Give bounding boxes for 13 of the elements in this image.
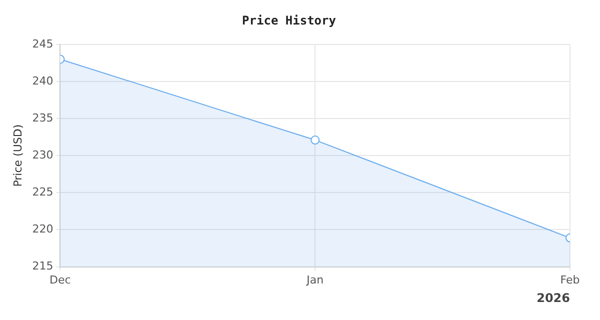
y-tick-label: 230	[32, 148, 54, 162]
y-tick-label: 215	[32, 260, 54, 273]
text: 2026	[536, 290, 570, 305]
x-tick-label: Feb	[560, 273, 580, 286]
y-tick-label: 240	[32, 74, 54, 88]
y-tick-label: 220	[32, 222, 54, 236]
x-tick-label: Dec	[50, 273, 71, 286]
y-tick-label: 245	[32, 37, 54, 50]
chart-title: Price History	[242, 13, 336, 28]
x-tick-label: Jan	[306, 273, 324, 286]
y-axis-title: Price (USD)	[11, 124, 24, 187]
y-tick-label: 235	[32, 111, 54, 124]
y-tick-label: 225	[32, 186, 54, 199]
